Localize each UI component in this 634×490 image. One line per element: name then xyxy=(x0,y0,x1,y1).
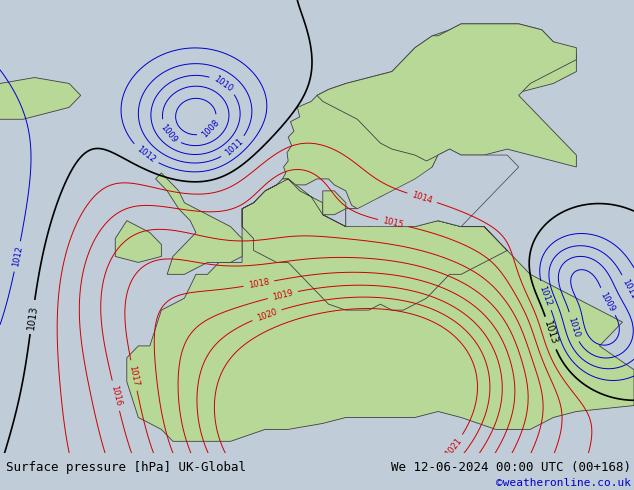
Text: 1018: 1018 xyxy=(248,277,270,290)
Polygon shape xyxy=(115,220,162,263)
Polygon shape xyxy=(317,24,576,167)
Text: 1015: 1015 xyxy=(382,217,404,230)
Text: ©weatheronline.co.uk: ©weatheronline.co.uk xyxy=(496,478,631,488)
Text: 1019: 1019 xyxy=(271,288,294,301)
Text: 1011: 1011 xyxy=(223,137,245,158)
Text: 1012: 1012 xyxy=(134,145,157,165)
Text: 1014: 1014 xyxy=(411,191,434,205)
Text: Surface pressure [hPa] UK-Global: Surface pressure [hPa] UK-Global xyxy=(6,461,247,474)
Text: 1020: 1020 xyxy=(256,307,278,322)
Text: 1013: 1013 xyxy=(26,304,39,330)
Polygon shape xyxy=(155,173,242,274)
Polygon shape xyxy=(127,179,634,441)
Text: 1011: 1011 xyxy=(620,277,634,300)
Text: 1016: 1016 xyxy=(109,384,122,407)
Text: 1017: 1017 xyxy=(127,364,141,387)
Text: 1008: 1008 xyxy=(200,118,221,139)
Text: 1021: 1021 xyxy=(443,436,463,458)
Text: 1010: 1010 xyxy=(566,316,581,339)
Polygon shape xyxy=(282,24,576,209)
Polygon shape xyxy=(0,77,81,119)
Text: 1012: 1012 xyxy=(11,245,24,268)
Polygon shape xyxy=(346,149,519,226)
Text: 1010: 1010 xyxy=(212,74,235,94)
Text: 1009: 1009 xyxy=(158,122,179,144)
Text: 1013: 1013 xyxy=(542,320,559,346)
Text: We 12-06-2024 00:00 UTC (00+168): We 12-06-2024 00:00 UTC (00+168) xyxy=(391,461,631,474)
Polygon shape xyxy=(323,191,346,215)
Text: 1009: 1009 xyxy=(598,291,616,313)
Text: 1012: 1012 xyxy=(538,284,553,307)
